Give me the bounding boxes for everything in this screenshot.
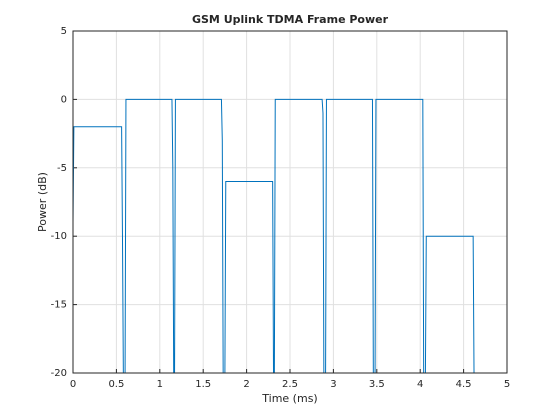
x-tick-label: 0 <box>70 379 76 390</box>
x-axis-label: Time (ms) <box>261 392 317 405</box>
y-tick-label: -15 <box>51 300 67 311</box>
y-tick-label: 0 <box>61 94 67 105</box>
y-axis-label: Power (dB) <box>36 172 49 232</box>
x-tick-label: 1.5 <box>195 379 211 390</box>
x-tick-label: 0.5 <box>108 379 124 390</box>
x-tick-label: 3.5 <box>369 379 385 390</box>
x-tick-label: 4 <box>417 379 423 390</box>
data-line <box>72 98 475 374</box>
y-tick-label: -5 <box>57 163 67 174</box>
x-tick-label: 1 <box>157 379 163 390</box>
x-tick-label: 2 <box>243 379 249 390</box>
chart-title: GSM Uplink TDMA Frame Power <box>192 13 389 26</box>
x-tick-label: 3 <box>330 379 336 390</box>
y-tick-label: -20 <box>51 368 67 379</box>
y-tick-label: -10 <box>51 231 67 242</box>
axes-box <box>72 30 508 374</box>
x-tick-label: 4.5 <box>456 379 472 390</box>
x-tick-label: 5 <box>504 379 510 390</box>
y-tick-label: 5 <box>61 26 67 37</box>
x-tick-label: 2.5 <box>282 379 298 390</box>
